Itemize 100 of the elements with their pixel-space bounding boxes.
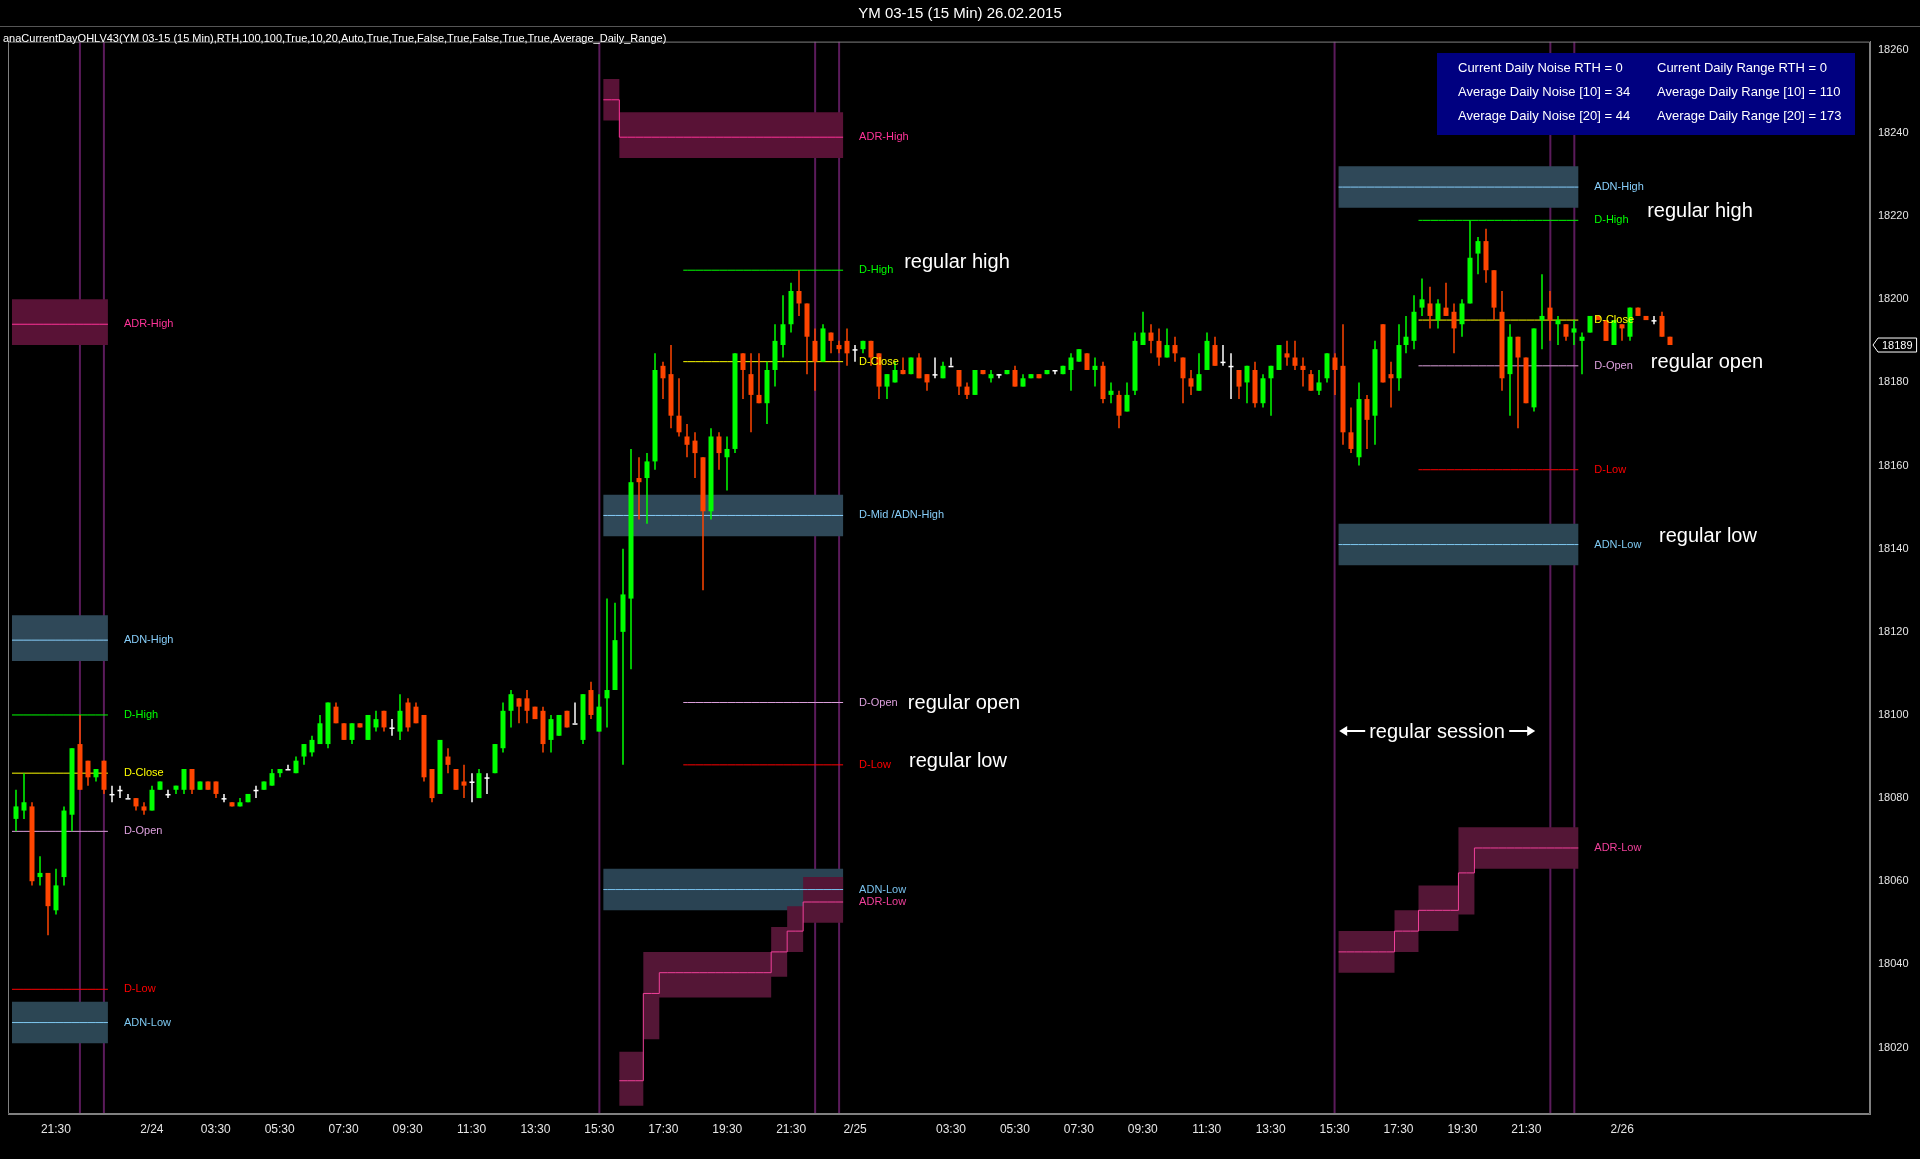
candlestick bbox=[1140, 311, 1146, 346]
candlestick bbox=[1292, 340, 1298, 371]
annotation: Average Daily Noise [20] = 44 bbox=[1458, 108, 1632, 125]
candlestick bbox=[21, 772, 27, 820]
candlestick bbox=[1579, 331, 1585, 375]
text: D-High bbox=[123, 708, 159, 720]
candlestick bbox=[1164, 327, 1170, 359]
candlestick bbox=[453, 768, 459, 791]
text: ADR-Low bbox=[1594, 841, 1642, 854]
candlestick bbox=[724, 435, 730, 492]
candlestick bbox=[1212, 335, 1218, 367]
candlestick bbox=[1419, 277, 1425, 317]
candlestick bbox=[1435, 298, 1441, 330]
candlestick bbox=[548, 714, 554, 754]
candlestick bbox=[1180, 356, 1186, 404]
x-tick-label: 07:30 bbox=[1063, 1121, 1095, 1136]
text: D-Open bbox=[123, 824, 163, 837]
x-tick-label: 21:30 bbox=[776, 1121, 807, 1136]
candlestick bbox=[397, 693, 403, 741]
candlestick bbox=[1443, 281, 1449, 317]
candlestick bbox=[516, 697, 522, 725]
annotation: Current Daily Noise RTH = 0 bbox=[1458, 60, 1624, 77]
text: D-Low bbox=[859, 757, 891, 770]
text: ADR-High bbox=[123, 317, 174, 330]
candlestick bbox=[1148, 323, 1154, 355]
candlestick bbox=[1156, 327, 1162, 367]
series-label: ADN-High bbox=[1594, 180, 1644, 193]
x-tick-label: 13:30 bbox=[520, 1121, 551, 1136]
candlestick bbox=[1659, 311, 1665, 338]
candlestick bbox=[1571, 319, 1577, 346]
candlestick bbox=[221, 793, 227, 804]
x-tick-label: 21:30 bbox=[40, 1121, 72, 1136]
x-tick-label: 09:30 bbox=[1127, 1121, 1159, 1136]
candlestick bbox=[684, 423, 690, 459]
series-label: ADN-Low bbox=[859, 882, 907, 895]
x-tick-label: 11:30 bbox=[1192, 1121, 1222, 1136]
candlestick bbox=[1547, 290, 1553, 342]
x-tick-label: 09:30 bbox=[392, 1121, 423, 1136]
annotation: Average Daily Range [10] = 110 bbox=[1657, 84, 1842, 101]
candlestick bbox=[1092, 356, 1098, 388]
candlestick bbox=[1539, 273, 1545, 350]
candlestick bbox=[1068, 352, 1074, 392]
annotation: regular open bbox=[1650, 349, 1764, 373]
candlestick bbox=[636, 456, 642, 521]
series-label: ADN-Low bbox=[1594, 537, 1642, 550]
candlestick bbox=[1459, 298, 1465, 338]
x-tick-label: 19:30 bbox=[712, 1121, 743, 1136]
candlestick bbox=[1332, 352, 1338, 396]
candlestick bbox=[692, 431, 698, 479]
candlestick bbox=[844, 327, 850, 367]
candlestick bbox=[1308, 369, 1314, 392]
text: ADN-High bbox=[123, 633, 174, 646]
candlestick bbox=[1172, 335, 1178, 363]
candlestick bbox=[1555, 315, 1561, 346]
candlestick bbox=[461, 764, 467, 799]
series-label: D-Low bbox=[123, 982, 156, 995]
series-label: ADR-Low bbox=[859, 895, 907, 908]
y-tick-label: 18180 bbox=[1878, 375, 1909, 388]
candlestick bbox=[1451, 302, 1457, 355]
series-label: D-Open bbox=[1594, 358, 1633, 371]
candlestick bbox=[572, 701, 578, 725]
x-tick-label: 2/25 bbox=[843, 1121, 868, 1136]
candlestick bbox=[1427, 286, 1433, 330]
candlestick bbox=[884, 373, 890, 400]
candlestick bbox=[508, 689, 514, 729]
candlestick bbox=[484, 772, 490, 795]
y-tick-label: 18200 bbox=[1878, 292, 1909, 305]
candlestick bbox=[389, 718, 395, 737]
annotation: anaCurrentDayOHLV43(YM 03-15 (15 Min),RTH,100,100,True,10,20,Auto,True,True,False,True,False,True,True,Average_Daily_Range) bbox=[3, 32, 667, 44]
text: 18189 bbox=[1882, 338, 1913, 351]
candlestick bbox=[524, 689, 530, 725]
x-tick-label: 2/26 bbox=[1610, 1121, 1635, 1136]
candlestick bbox=[1116, 390, 1122, 429]
y-tick-label: 18140 bbox=[1878, 541, 1909, 554]
x-tick-label: 07:30 bbox=[328, 1121, 359, 1136]
x-tick-label: 05:30 bbox=[999, 1121, 1031, 1136]
candlestick bbox=[285, 764, 291, 771]
x-tick-label: 03:30 bbox=[200, 1121, 232, 1136]
candlestick bbox=[1300, 356, 1306, 388]
x-tick-label: 15:30 bbox=[1319, 1121, 1350, 1136]
candlestick bbox=[349, 722, 355, 745]
candlestick bbox=[1348, 406, 1354, 454]
candlestick bbox=[1124, 381, 1130, 413]
text: D-Open bbox=[859, 695, 898, 708]
annotation: regular low bbox=[1659, 523, 1757, 547]
candlestick bbox=[812, 327, 818, 392]
candlestick bbox=[852, 344, 858, 363]
candlestick bbox=[1268, 365, 1274, 417]
x-tick-label: 17:30 bbox=[1383, 1121, 1414, 1136]
annotation: regular high bbox=[1647, 198, 1753, 222]
candlestick bbox=[317, 714, 323, 745]
candlestick bbox=[916, 352, 922, 380]
x-tick-label: 19:30 bbox=[1447, 1121, 1478, 1136]
x-tick-label: 05:30 bbox=[264, 1121, 296, 1136]
candlestick bbox=[1196, 352, 1202, 392]
candlestick bbox=[1188, 369, 1194, 396]
candlestick bbox=[900, 356, 906, 375]
candlestick bbox=[1012, 365, 1018, 388]
candlestick bbox=[373, 710, 379, 733]
candlestick bbox=[1316, 369, 1322, 396]
